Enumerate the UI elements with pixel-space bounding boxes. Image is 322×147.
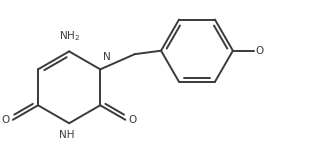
Text: NH: NH [59, 130, 74, 140]
Text: NH$_2$: NH$_2$ [59, 29, 80, 43]
Text: O: O [1, 115, 9, 125]
Text: O: O [256, 46, 264, 56]
Text: O: O [129, 115, 137, 125]
Text: N: N [103, 52, 111, 62]
